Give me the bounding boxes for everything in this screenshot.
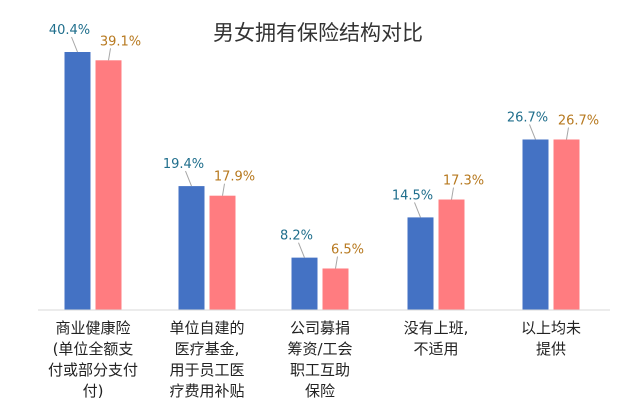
bar-series1-4 [407,217,434,310]
leader-line-series2-1 [108,48,111,61]
bar-series2-4 [438,199,465,310]
leader-line-series2-3 [335,256,338,269]
bar-series2-5 [553,139,580,310]
value-label-series2-4: 17.3% [443,174,484,189]
leader-line-series1-2 [185,170,192,187]
bar-series2-3 [322,268,349,310]
category-label-4: 没有上班,不适用 [404,319,469,358]
leader-line-series2-5 [566,127,569,140]
leader-line-series1-5 [529,124,536,140]
bar-series1-5 [522,139,549,310]
chart-marks: 40.4% 19.4% 8.2% 14.5% 26.7% 39.1% 17.9% 6.5% 17… [48,23,599,400]
leader-line-series1-3 [298,242,305,258]
category-label-3: 公司募捐筹资/工会职工互助保险 [287,319,352,400]
bar-series2-2 [209,195,236,310]
leader-line-series1-4 [414,202,421,218]
value-label-series1-3: 8.2% [280,229,313,244]
category-label-5: 以上均未提供 [521,319,581,358]
value-label-series2-2: 17.9% [214,170,255,185]
category-label-1: 商业健康险(单位全额支付或部分支付付) [48,319,138,400]
value-label-series1-4: 14.5% [392,188,433,203]
value-label-series2-3: 6.5% [331,242,364,257]
bar-series2-1 [95,60,122,311]
leader-line-series1-1 [71,36,78,53]
chart-title: 男女拥有保险结构对比 [213,21,423,45]
value-label-series2-1: 39.1% [100,34,141,49]
category-label-2: 单位自建的医疗基金,用于员工医疗费用补贴 [169,319,244,400]
bar-series1-3 [291,257,318,310]
leader-line-series2-2 [222,183,225,196]
value-label-series1-2: 19.4% [163,157,204,172]
value-label-series1-1: 40.4% [49,23,90,38]
bar-series1-1 [64,52,91,310]
value-label-series1-5: 26.7% [507,110,548,125]
value-label-series2-5: 26.7% [558,113,599,128]
leader-line-series2-4 [451,187,454,200]
bar-series1-2 [178,186,205,310]
